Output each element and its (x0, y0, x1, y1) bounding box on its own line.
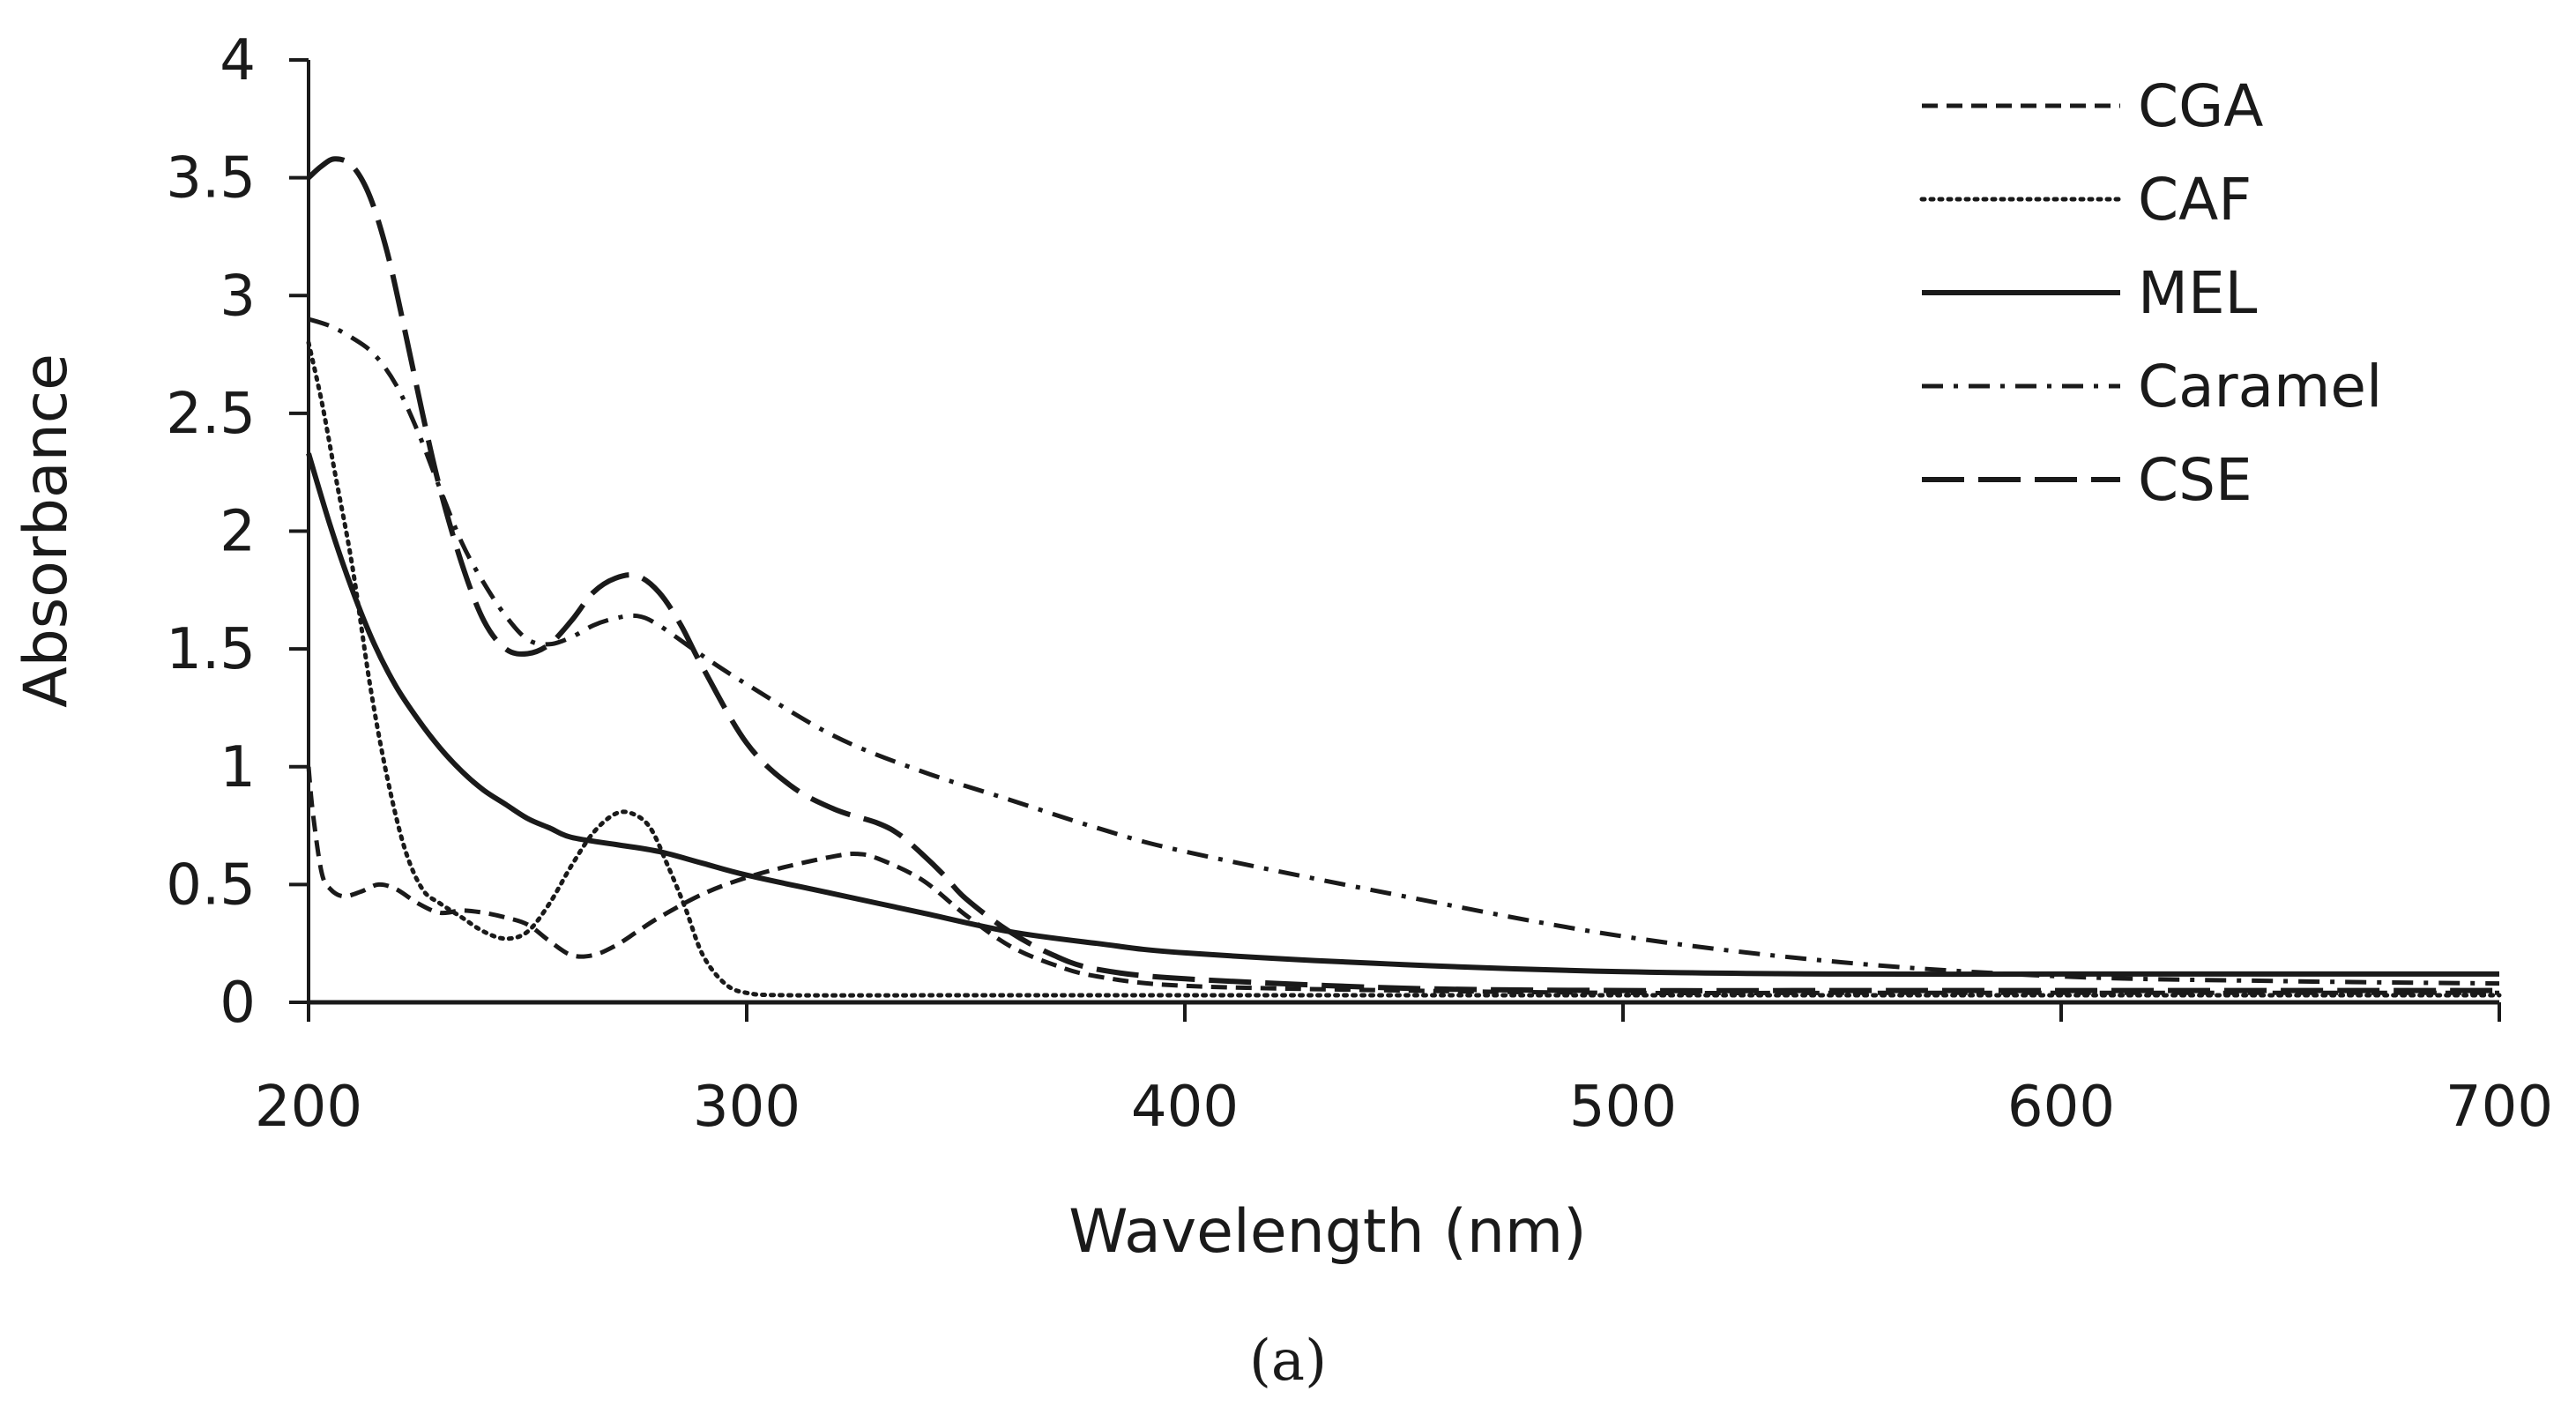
series-line-cse (306, 156, 2499, 994)
x-axis-ticks (307, 1002, 2501, 1022)
x-tick-label: 600 (2007, 1075, 2115, 1140)
legend-item-cse: CSE (1922, 446, 2252, 514)
x-tick-label: 200 (255, 1075, 362, 1140)
y-tick-label: 2.5 (166, 382, 256, 447)
legend-item-caf: CAF (1919, 166, 2252, 234)
legend-item-cga: CGA (1922, 72, 2263, 140)
y-tick-label: 2 (220, 500, 256, 565)
x-tick-label: 500 (1569, 1075, 1677, 1140)
x-tick-label: 700 (2446, 1075, 2553, 1140)
legend-label: MEL (2138, 259, 2258, 327)
figure-caption: (a) (1249, 1328, 1327, 1394)
y-tick-label: 3 (220, 264, 256, 329)
x-axis-title: Wavelength (nm) (1068, 1197, 1586, 1267)
y-tick-label: 4 (220, 28, 256, 93)
y-axis-title: Absorbance (11, 354, 81, 708)
y-tick-label: 0 (220, 971, 256, 1036)
legend-label: Caramel (2138, 353, 2382, 420)
legend-item-mel: MEL (1922, 259, 2258, 327)
y-axis-ticks (289, 58, 309, 1004)
series-line-caf (306, 340, 2502, 998)
x-tick-label: 300 (693, 1075, 800, 1140)
y-tick-label: 3.5 (166, 146, 256, 212)
series-line-caramel (308, 316, 2500, 986)
legend-label: CAF (2138, 166, 2252, 234)
series-layer (306, 156, 2502, 998)
legend-label: CGA (2138, 72, 2263, 140)
y-tick-label: 1 (220, 735, 256, 800)
legend-item-caramel: Caramel (1922, 353, 2382, 420)
y-tick-labels: 0 0.5 1 1.5 2 2.5 3 3.5 4 (166, 28, 256, 1036)
series-line-mel (306, 452, 2499, 978)
legend-label: CSE (2138, 446, 2252, 514)
x-tick-labels: 200 300 400 500 600 700 (255, 1075, 2553, 1140)
series-line-cga (306, 766, 2499, 996)
x-tick-label: 400 (1131, 1075, 1239, 1140)
legend: CGA CAF MEL Caramel CSE (1919, 72, 2382, 514)
y-tick-label: 0.5 (166, 852, 256, 918)
y-tick-label: 1.5 (166, 617, 256, 682)
